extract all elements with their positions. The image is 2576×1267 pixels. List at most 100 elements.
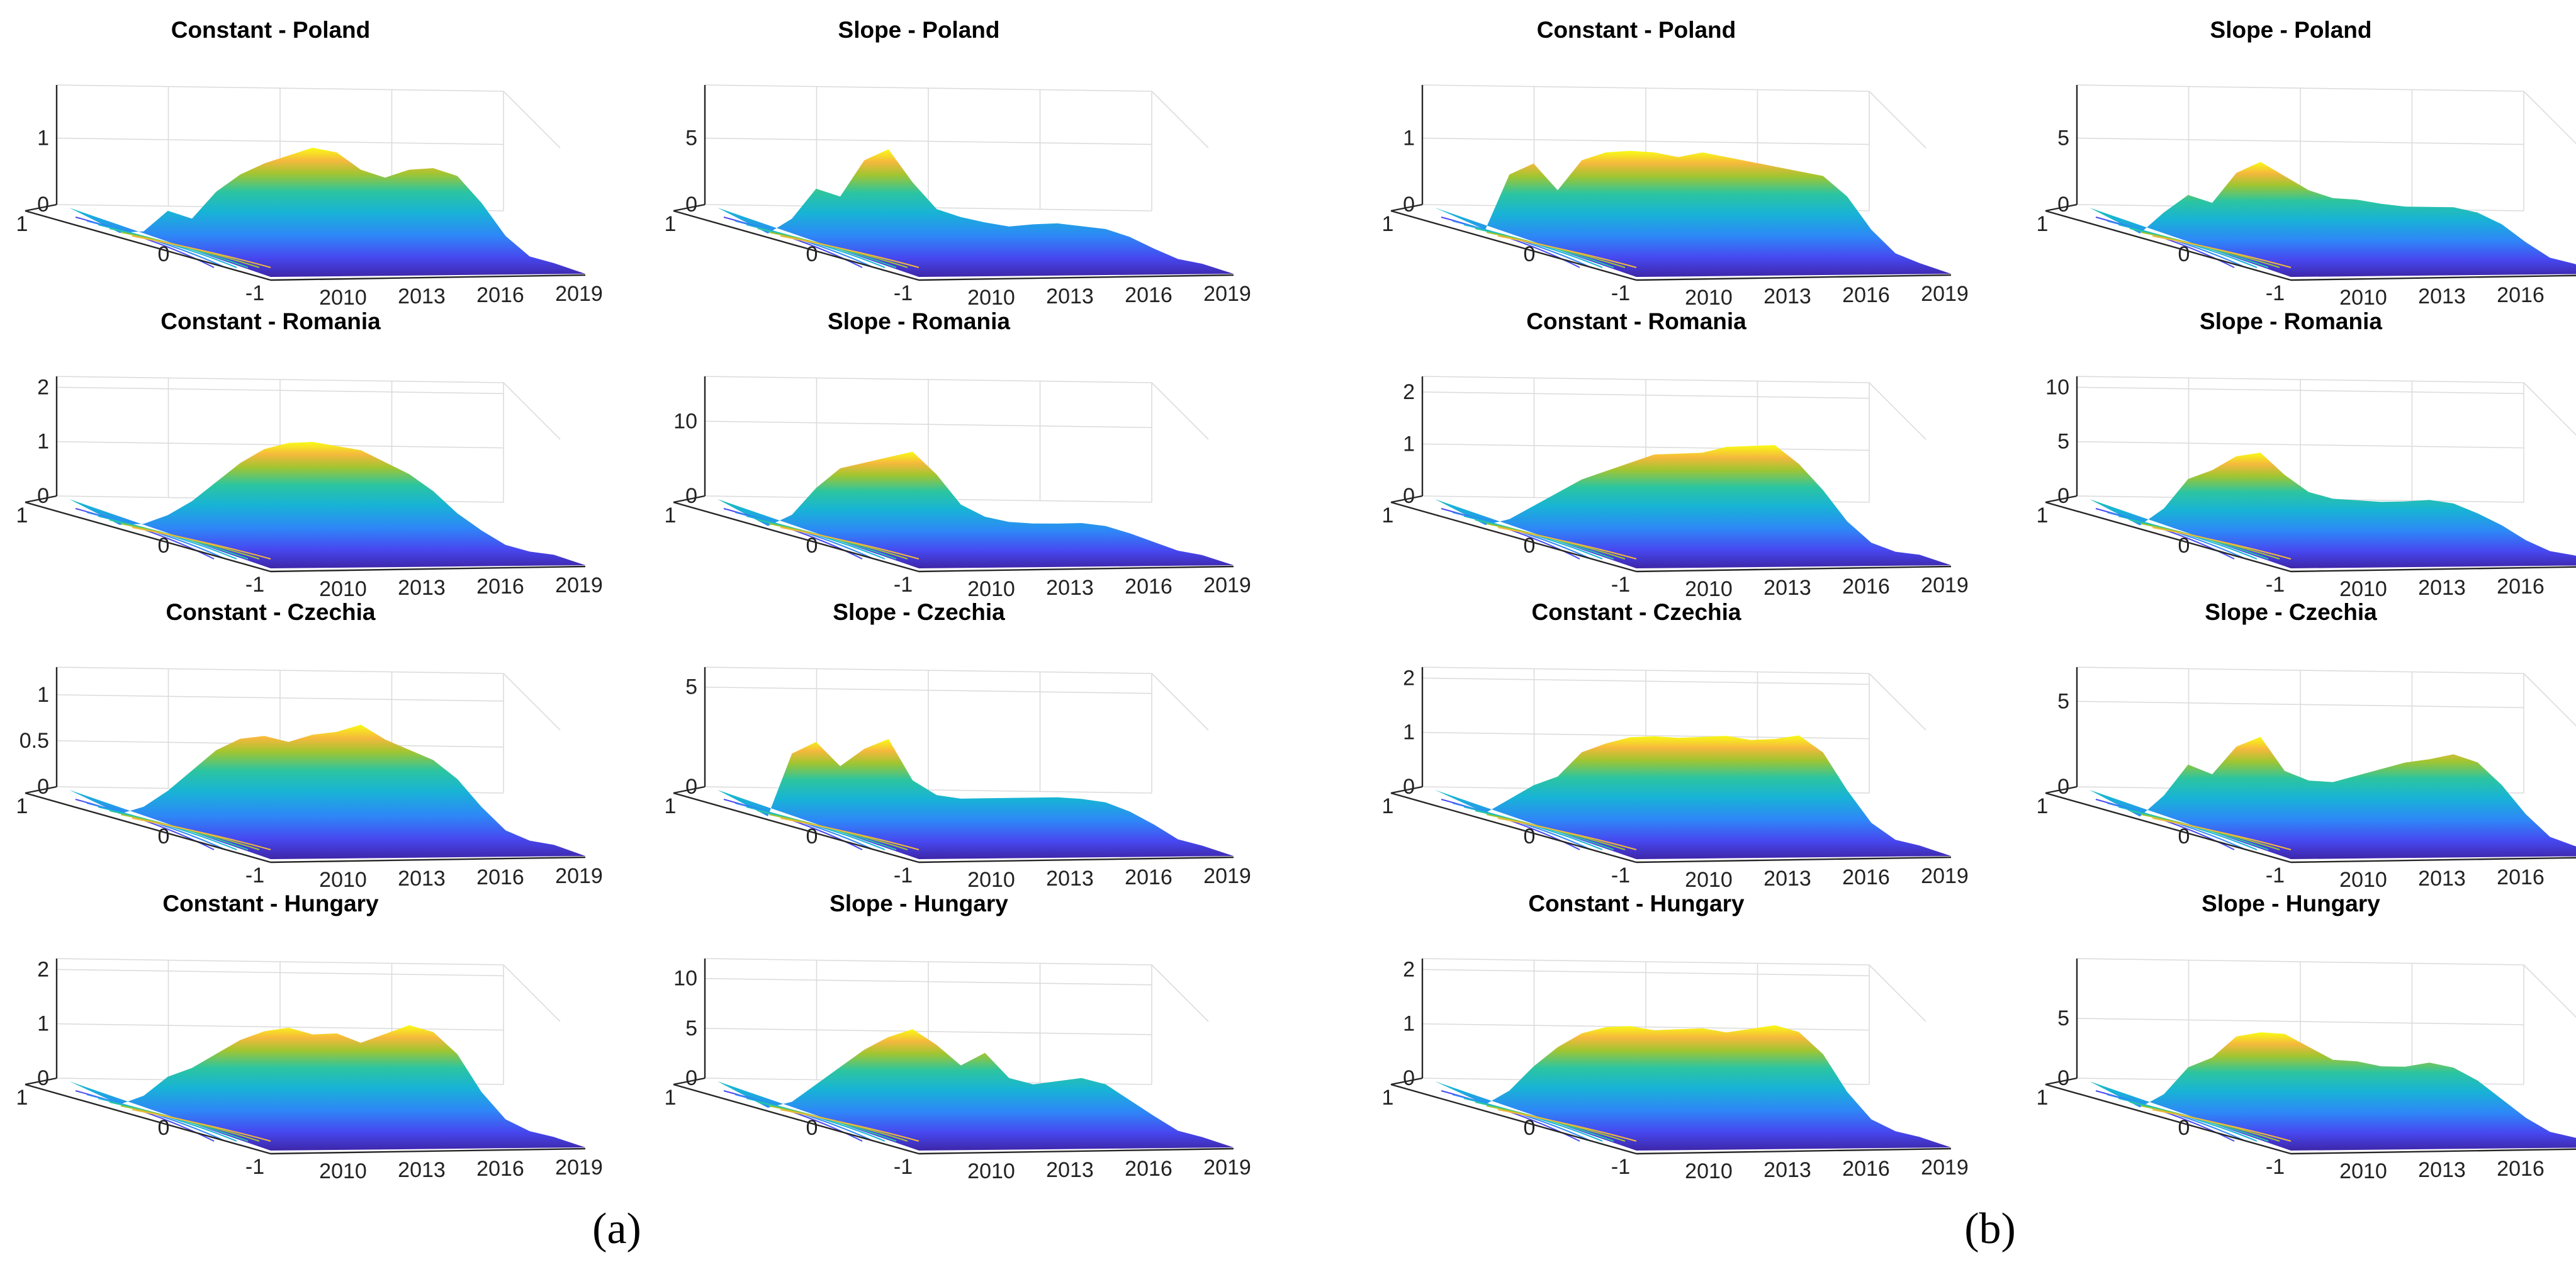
subplot-title: Slope - Czechia [2205,599,2377,625]
x-tick-label: 2010 [967,1159,1015,1183]
y-tick-label: 0 [2178,825,2190,848]
x-tick-label: 2016 [476,283,524,307]
x-tick-label: 2013 [1046,284,1094,308]
subplot-title: Constant - Poland [171,17,371,43]
z-tick-label: 1 [37,126,49,150]
x-tick-label: 2013 [398,1158,446,1182]
x-tick-label: 2019 [555,573,603,597]
y-tick-label: 0 [2178,534,2190,558]
z-tick-label: 5 [2057,689,2069,713]
z-tick-label: 0.5 [20,729,49,753]
x-tick-label: 2013 [398,576,446,600]
z-tick-label: 1 [1403,721,1415,745]
y-tick-label: 1 [665,504,677,527]
subplot-title: Constant - Hungary [162,891,379,916]
y-tick-label: -1 [1611,864,1630,887]
z-tick-label: 0 [37,193,49,217]
y-tick-label: -1 [2266,864,2285,887]
y-tick-label: -1 [245,1155,264,1179]
y-tick-label: -1 [2266,1155,2285,1179]
x-tick-label: 2019 [555,864,603,888]
z-tick-label: 1 [1403,432,1415,456]
x-tick-label: 2016 [1125,283,1173,307]
y-tick-label: -1 [245,281,264,305]
surface [69,1025,585,1151]
subplot-title: Slope - Poland [2210,17,2372,43]
x-tick-label: 2019 [1921,573,1969,597]
z-tick-label: 10 [673,409,697,433]
y-tick-label: -1 [894,864,913,887]
z-tick-label: 5 [2057,126,2069,150]
y-tick-label: 0 [806,242,818,266]
y-tick-label: -1 [2266,281,2285,305]
y-tick-label: -1 [894,573,913,597]
subplot-title: Slope - Romania [828,308,1010,334]
surface [2089,453,2576,568]
z-tick-label: 0 [1403,775,1415,799]
x-tick-label: 2013 [2418,867,2466,891]
x-tick-label: 2013 [1046,867,1094,891]
panel-label-a: (a) [592,1205,641,1253]
x-tick-label: 2016 [1842,865,1890,889]
x-tick-label: 2016 [1842,1157,1890,1181]
x-tick-label: 2016 [1125,865,1173,889]
x-tick-label: 2010 [2339,1159,2387,1183]
x-tick-label: 2010 [319,1159,367,1183]
surface [69,147,585,277]
x-tick-label: 2010 [1685,286,1733,310]
x-tick-label: 2013 [2418,1158,2466,1182]
x-tick-label: 2010 [1685,1159,1733,1183]
x-tick-label: 2016 [2497,575,2545,599]
subplot-title: Constant - Hungary [1528,891,1745,916]
x-tick-label: 2013 [2418,576,2466,600]
y-tick-label: -1 [894,281,913,305]
x-tick-label: 2013 [1763,1158,1811,1182]
x-tick-label: 2016 [476,1157,524,1181]
y-tick-label: -1 [245,573,264,597]
subplot-title: Constant - Romania [1526,308,1746,334]
subplot-title: Constant - Czechia [1531,599,1741,625]
z-tick-label: 0 [1403,1066,1415,1090]
x-tick-label: 2016 [1125,575,1173,599]
x-tick-label: 2010 [319,286,367,310]
z-tick-label: 0 [2057,1066,2069,1090]
surface [69,724,585,859]
x-tick-label: 2019 [1921,864,1969,888]
x-tick-label: 2010 [1685,868,1733,892]
z-tick-label: 0 [685,775,697,799]
subplot-title: Constant - Czechia [166,599,375,625]
y-tick-label: 1 [1382,794,1394,818]
y-tick-label: 1 [665,1086,677,1110]
x-tick-label: 2010 [319,577,367,601]
x-tick-label: 2013 [398,284,446,308]
y-tick-label: 1 [665,794,677,818]
y-tick-label: 1 [2037,1086,2049,1110]
z-tick-label: 0 [2057,193,2069,217]
z-tick-label: 5 [685,1016,697,1040]
y-tick-label: -1 [894,1155,913,1179]
z-tick-label: 1 [1403,126,1415,150]
subplot-title: Slope - Poland [838,17,1000,43]
x-tick-label: 2010 [2339,286,2387,310]
z-tick-label: 0 [37,484,49,508]
y-tick-label: 0 [806,825,818,848]
y-tick-label: 1 [2037,794,2049,818]
y-tick-label: 0 [158,1116,170,1140]
x-tick-label: 2019 [555,282,603,306]
y-tick-label: -1 [245,864,264,887]
x-tick-label: 2010 [2339,868,2387,892]
subplot-title: Constant - Romania [160,308,381,334]
x-tick-label: 2016 [2497,1157,2545,1181]
floor-contours [75,1090,271,1142]
x-tick-label: 2019 [1203,1156,1251,1180]
floor-contours [723,508,920,560]
x-tick-label: 2016 [476,865,524,889]
